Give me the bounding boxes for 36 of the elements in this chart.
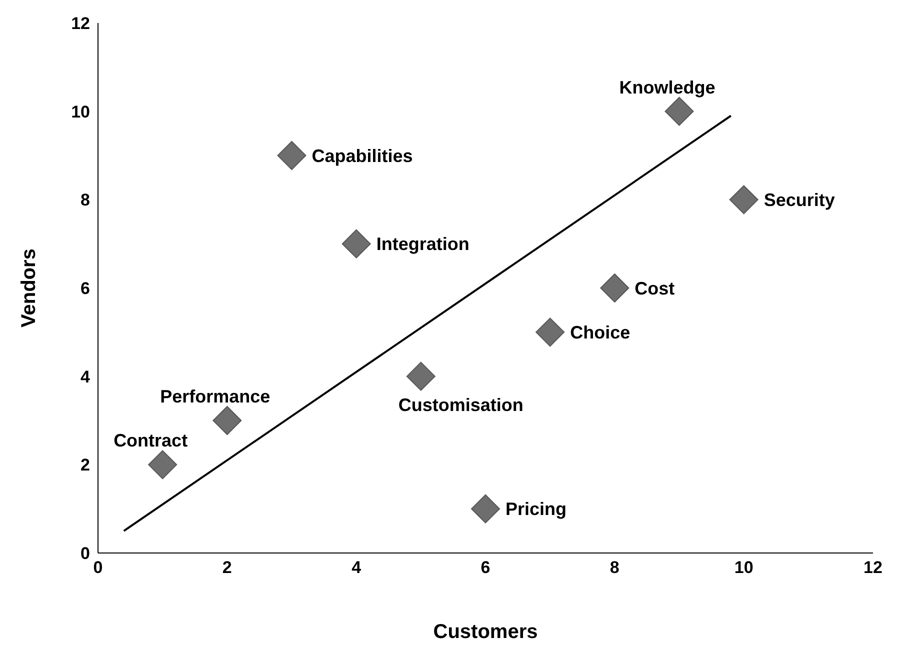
point (342, 229, 371, 258)
x-axis-title: Customers (433, 621, 538, 643)
x-tick-label: 4 (352, 558, 362, 578)
annotation: Cost (634, 278, 675, 298)
x-tick-label: 0 (93, 558, 103, 578)
point (471, 494, 500, 524)
y-tick-label: 8 (80, 190, 90, 210)
annotation: Knowledge (619, 77, 716, 98)
annotation: Security (764, 190, 835, 210)
x-tick-label: 8 (610, 558, 620, 578)
annotation: Integration (376, 234, 470, 254)
y-tick-label: 0 (80, 544, 90, 564)
x-tick-label: 6 (480, 558, 490, 578)
annotation: Capabilities (312, 146, 413, 166)
point (277, 141, 306, 170)
y-axis-title: Vendors (18, 248, 40, 328)
y-tick-label: 12 (71, 14, 90, 34)
annotation: Choice (570, 322, 630, 343)
annotation: Performance (160, 386, 270, 406)
x-tick-label: 10 (734, 558, 754, 578)
point (729, 185, 758, 214)
annotation: Contract (114, 430, 188, 451)
annotation: Customisation (398, 395, 524, 416)
point (600, 274, 630, 302)
point (406, 362, 436, 391)
y-tick-label: 10 (71, 102, 90, 122)
y-tick-label: 2 (80, 456, 90, 475)
point (212, 406, 242, 435)
y-tick-label: 4 (80, 367, 91, 386)
point (536, 318, 565, 347)
annotation: Pricing (506, 499, 567, 520)
x-tick-label: 2 (222, 558, 232, 578)
y-tick-label: 6 (80, 279, 90, 298)
point (148, 450, 178, 480)
point (664, 96, 694, 126)
x-tick-label: 12 (864, 558, 882, 578)
